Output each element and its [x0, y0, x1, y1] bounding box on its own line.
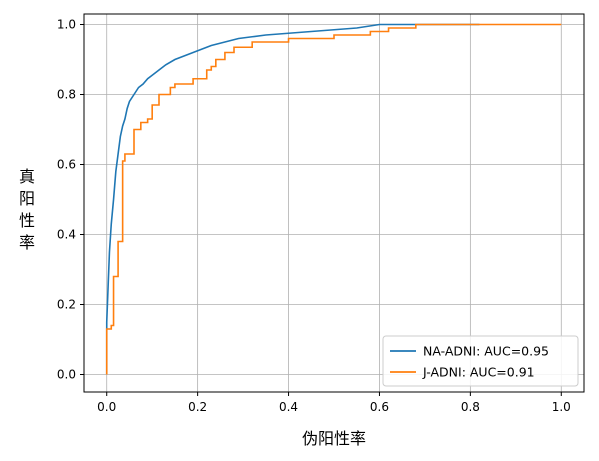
x-tick-label: 0.4 — [279, 400, 298, 414]
y-tick-label: 0.8 — [57, 88, 76, 102]
plot-frame — [83, 13, 585, 393]
series-line-j-adni — [105, 23, 562, 375]
y-tick-label: 0.2 — [57, 298, 76, 312]
grid-lines — [84, 14, 584, 392]
x-tick-label: 0.0 — [97, 400, 116, 414]
series-line-na-adni — [105, 23, 480, 375]
axis-ticks: 0.0 0.2 0.4 0.6 0.8 1.0 0.0 0.2 0.4 0.6 0.8 1.0 — [57, 18, 571, 415]
y-tick-label: 0.6 — [57, 158, 76, 172]
y-tick-label: 1.0 — [57, 18, 76, 32]
y-axis-label: 真阳性率 — [19, 167, 35, 252]
x-axis-label: 伪阳性率 — [302, 429, 366, 448]
x-tick-label: 0.8 — [461, 400, 480, 414]
legend-label: J-ADNI: AUC=0.91 — [422, 365, 535, 380]
legend-box — [382, 335, 579, 387]
series-layer — [105, 23, 562, 375]
legend-label: NA-ADNI: AUC=0.95 — [423, 344, 549, 359]
y-tick-label: 0.0 — [57, 368, 76, 382]
legend: NA-ADNI: AUC=0.95 J-ADNI: AUC=0.91 — [382, 335, 579, 387]
y-tick-label: 0.4 — [57, 228, 76, 242]
x-tick-label: 0.2 — [188, 400, 207, 414]
x-tick-label: 0.6 — [370, 400, 389, 414]
x-tick-label: 1.0 — [552, 400, 571, 414]
